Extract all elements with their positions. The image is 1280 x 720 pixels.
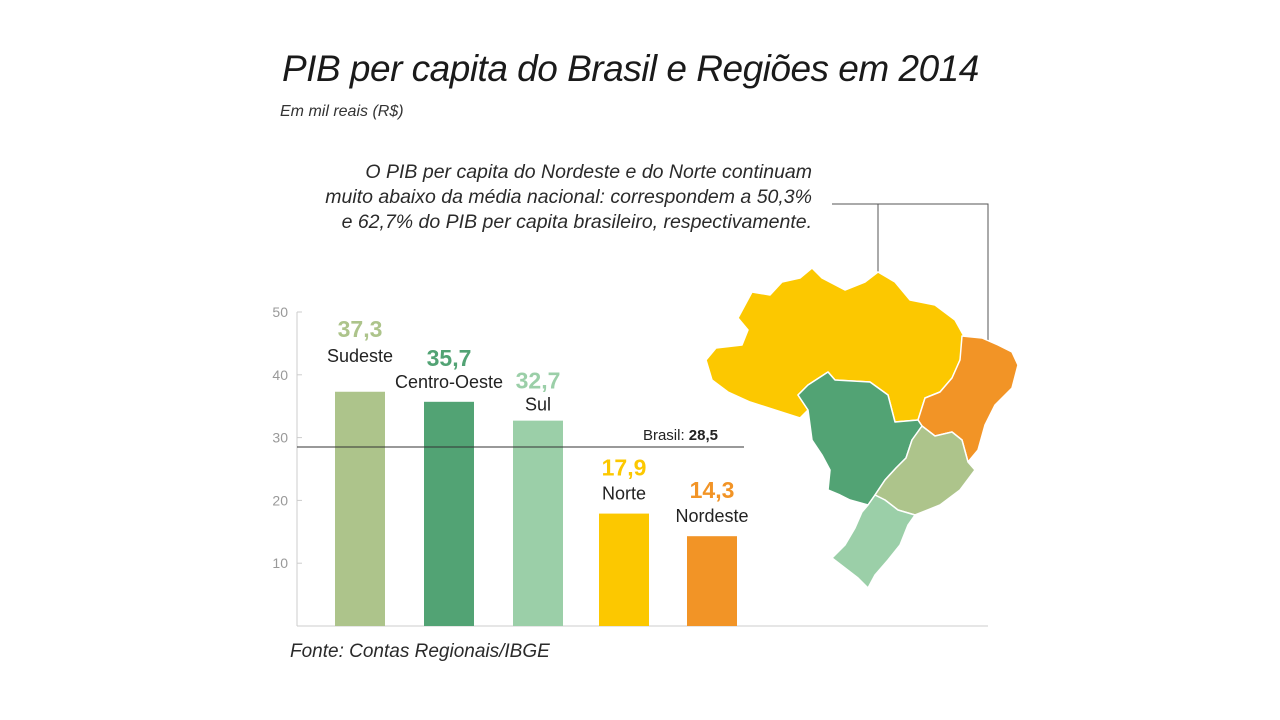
category-label-nordeste: Nordeste <box>675 506 748 526</box>
bar-nordeste <box>687 536 737 626</box>
annotation-note: O PIB per capita do Nordeste e do Norte … <box>250 160 812 235</box>
map-region-sul <box>831 494 916 589</box>
brazil-map <box>705 267 1019 589</box>
category-label-sul: Sul <box>525 395 551 415</box>
bar-norte <box>599 513 649 626</box>
y-tick-label: 30 <box>272 430 288 446</box>
value-label-sudeste: 37,3 <box>338 316 383 342</box>
value-label-centro-oeste: 35,7 <box>427 345 472 371</box>
bar-centro-oeste <box>424 401 474 626</box>
annotation-line: muito abaixo da média nacional: correspo… <box>325 186 812 208</box>
source-note: Fonte: Contas Regionais/IBGE <box>290 641 550 662</box>
reference-label-brasil: Brasil: 28,5 <box>643 427 718 444</box>
y-tick-label: 10 <box>272 555 288 571</box>
chart-title: PIB per capita do Brasil e Regiões em 20… <box>282 48 979 89</box>
category-label-centro-oeste: Centro-Oeste <box>395 372 503 392</box>
annotation-line: O PIB per capita do Nordeste e do Norte … <box>365 161 812 183</box>
category-label-norte: Norte <box>602 484 646 504</box>
annotation-line: e 62,7% do PIB per capita brasileiro, re… <box>341 211 812 233</box>
value-label-nordeste: 14,3 <box>690 477 735 503</box>
callout-line-nordeste <box>832 203 989 366</box>
y-tick-label: 20 <box>272 492 288 508</box>
y-tick-label: 40 <box>272 367 288 383</box>
chart-subtitle: Em mil reais (R$) <box>280 103 404 120</box>
bar-sul <box>513 420 563 626</box>
y-tick-label: 50 <box>272 304 288 320</box>
bar-sudeste <box>335 391 385 626</box>
value-label-sul: 32,7 <box>516 368 561 394</box>
category-label-sudeste: Sudeste <box>327 346 393 366</box>
value-label-norte: 17,9 <box>602 455 647 481</box>
